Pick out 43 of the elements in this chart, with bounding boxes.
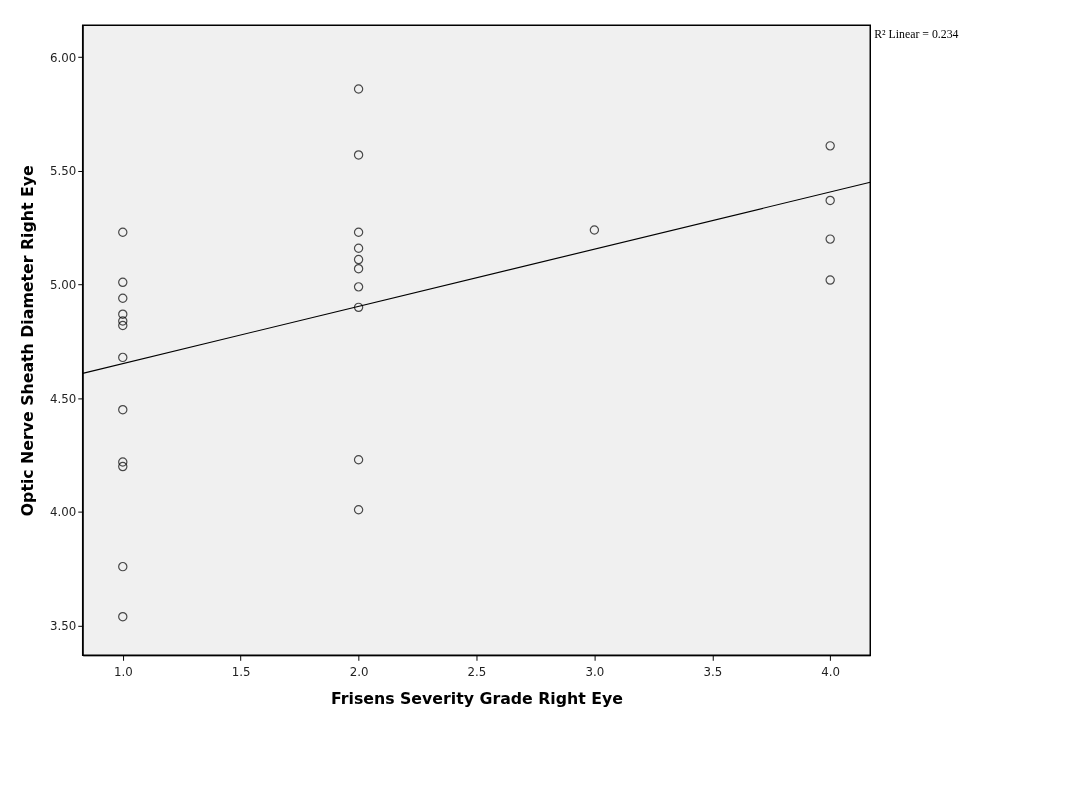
- point: [118, 611, 128, 622]
- point: [353, 227, 364, 237]
- point: [825, 234, 835, 244]
- point: [825, 275, 835, 285]
- point: [353, 455, 364, 465]
- point: [353, 282, 364, 292]
- text: R² Linear = 0.234: [874, 27, 959, 42]
- point: [118, 457, 128, 467]
- point: [825, 195, 835, 206]
- point: [353, 254, 364, 265]
- point: [825, 141, 835, 151]
- x-tick-label: 3.0: [585, 664, 605, 679]
- point: [118, 352, 128, 363]
- x-tick-label: 2.5: [467, 664, 487, 679]
- y-tick-label: 5.50: [50, 164, 77, 179]
- point: [353, 302, 364, 313]
- y-axis-title: Optic Nerve Sheath Diameter Right Eye: [18, 165, 38, 517]
- point: [118, 320, 128, 331]
- point: [118, 227, 128, 237]
- y-tick-label: 4.50: [50, 391, 77, 406]
- point: [118, 405, 128, 415]
- x-tick-label: 3.5: [703, 664, 723, 679]
- point: [353, 84, 364, 94]
- point: [353, 150, 364, 160]
- point: [118, 561, 128, 572]
- y-tick-label: 5.00: [50, 278, 77, 293]
- point: [118, 277, 128, 288]
- point: [118, 309, 128, 319]
- y-tick-label: 4.00: [50, 505, 77, 520]
- point: [118, 461, 128, 472]
- y-tick-label: 6.00: [50, 50, 77, 65]
- point: [353, 505, 364, 515]
- y-tick-label: 3.50: [50, 619, 77, 634]
- x-tick-label: 1.5: [231, 664, 251, 679]
- point: [118, 293, 128, 303]
- x-tick-label: 4.0: [821, 664, 841, 679]
- x-tick-label: 2.0: [349, 664, 369, 679]
- x-axis-title: Frisens Severity Grade Right Eye: [330, 689, 623, 709]
- x-tick-label: 1.0: [113, 664, 133, 679]
- point: [118, 316, 128, 326]
- point: [589, 225, 600, 235]
- point: [353, 243, 364, 253]
- point: [353, 263, 364, 274]
